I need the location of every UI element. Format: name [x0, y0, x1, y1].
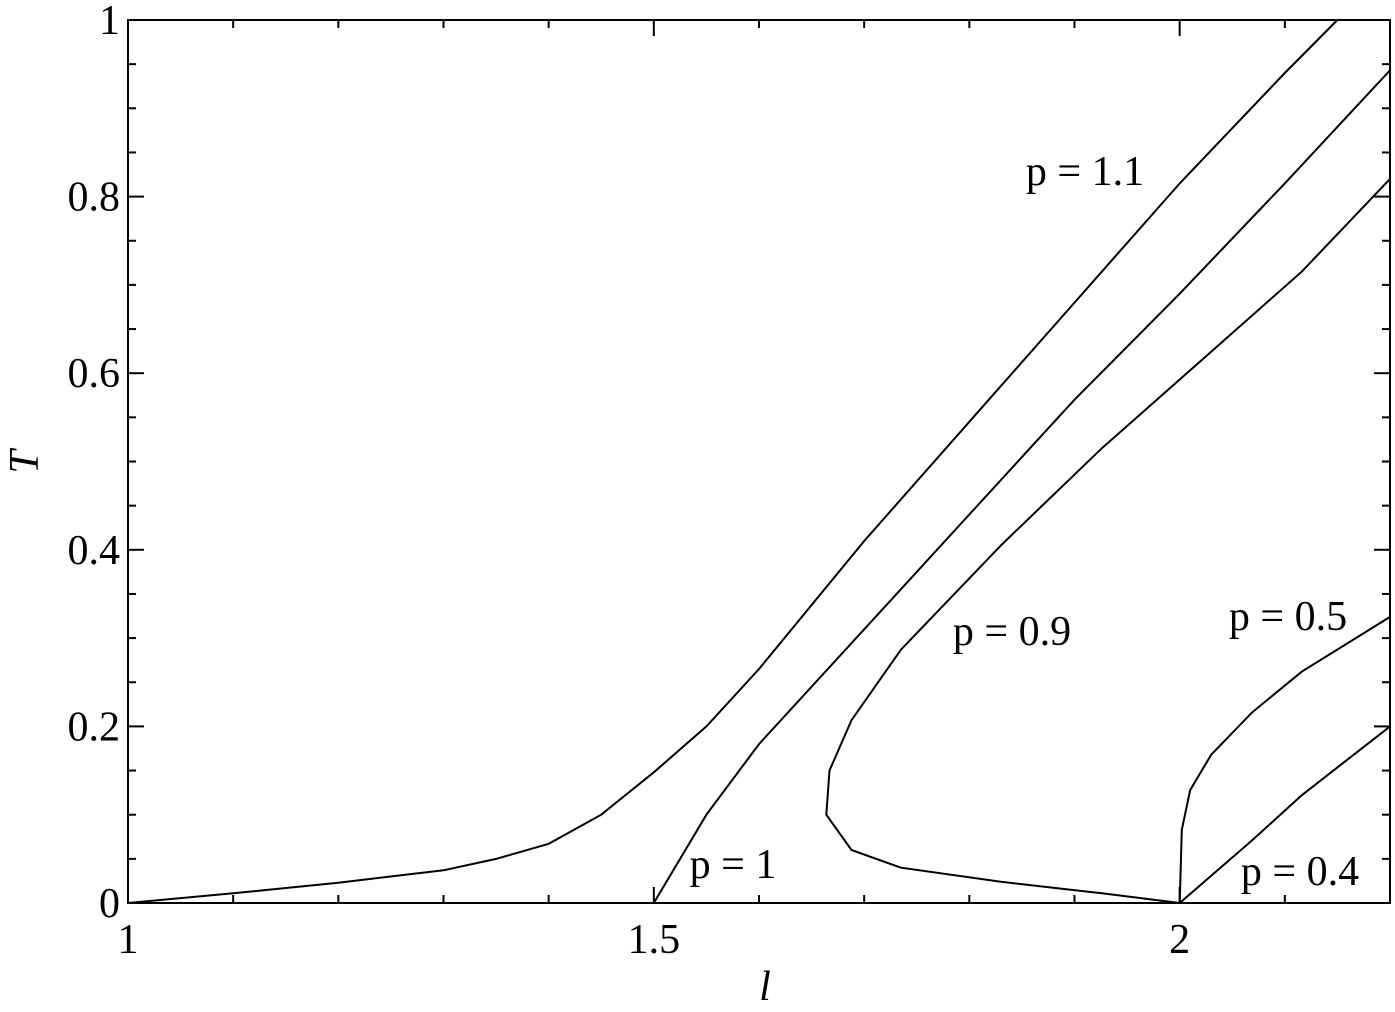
- curve: [127, 19, 1339, 904]
- x-tick-label: 1.5: [628, 917, 681, 963]
- curve: [825, 178, 1391, 904]
- y-tick-label: 1: [99, 0, 120, 44]
- y-tick-label: 0.2: [68, 704, 121, 750]
- y-tick-label: 0: [99, 881, 120, 927]
- curve: [1178, 616, 1391, 904]
- x-tick-label: 1: [118, 917, 139, 963]
- y-tick-label: 0.8: [68, 175, 121, 221]
- curve-label: p = 0.9: [953, 609, 1071, 655]
- curve: [652, 69, 1391, 904]
- y-tick-label: 0.6: [68, 351, 121, 397]
- curve: [1179, 725, 1391, 904]
- curve-label: p = 0.4: [1241, 849, 1359, 895]
- x-tick-label: 2: [1169, 917, 1190, 963]
- curve-label: p = 1: [690, 842, 777, 888]
- y-tick-label: 0.4: [68, 528, 121, 574]
- curve-label: p = 0.5: [1229, 594, 1347, 640]
- x-axis-label: l: [759, 964, 771, 1007]
- curve-label: p = 1.1: [1026, 149, 1144, 195]
- y-axis-label: T: [2, 448, 48, 474]
